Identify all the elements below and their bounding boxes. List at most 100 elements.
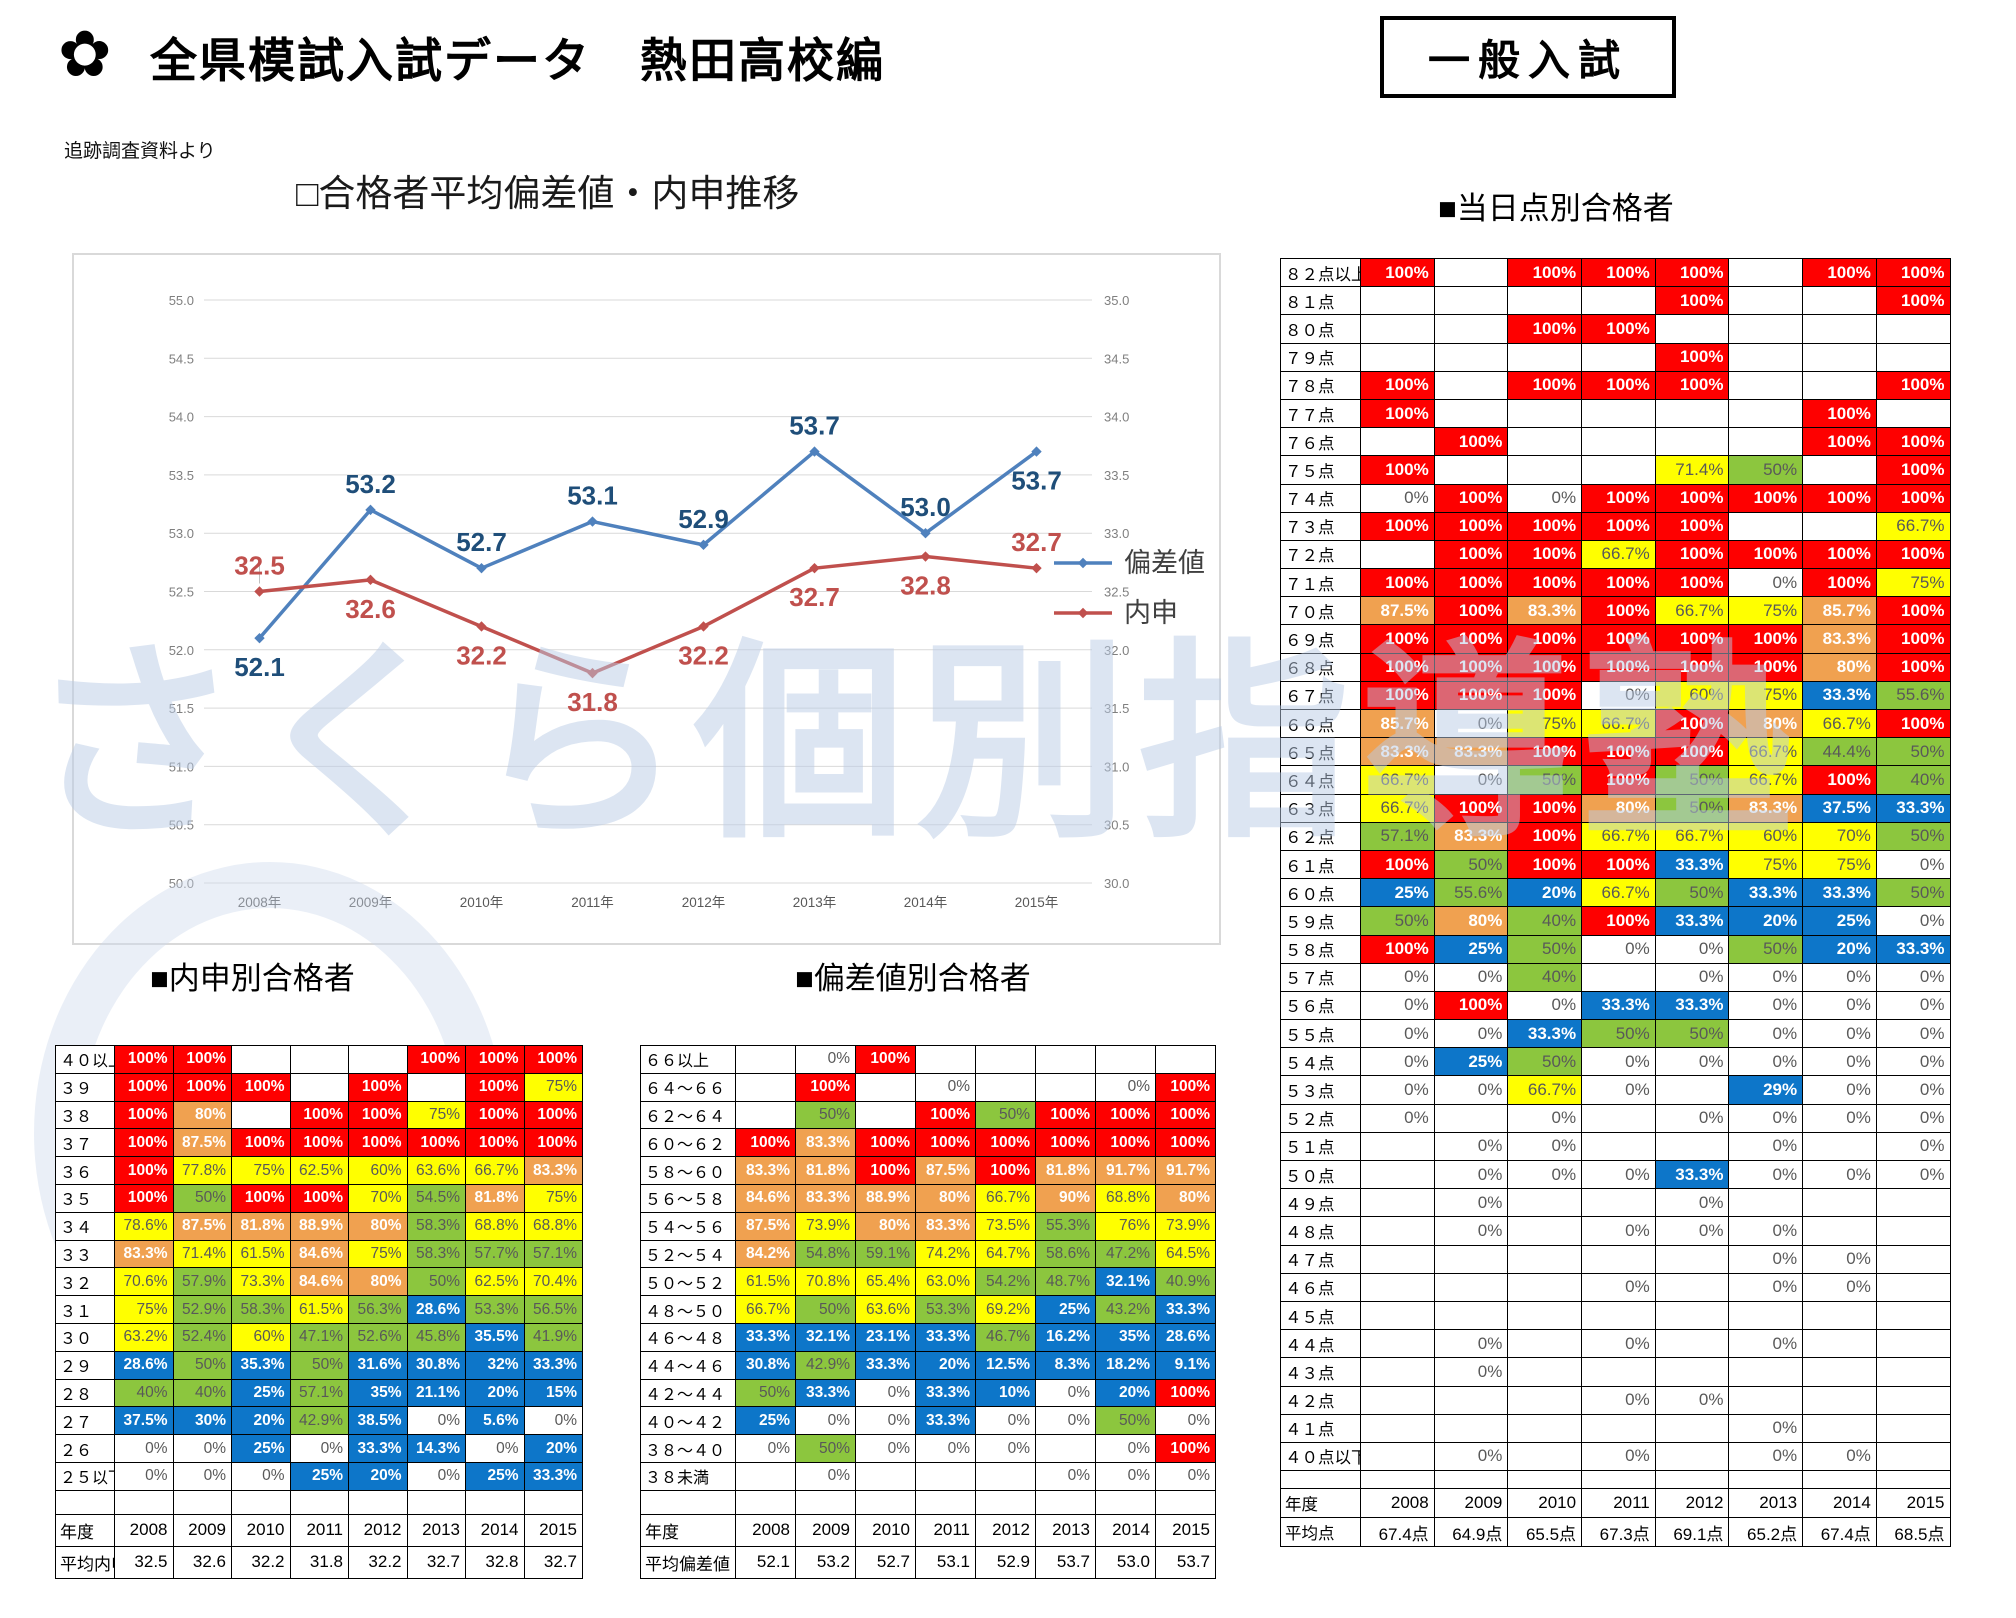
rate-cell: 61.5% bbox=[735, 1267, 796, 1297]
rate-cell: 57.1% bbox=[289, 1378, 349, 1408]
rate-cell: 100% bbox=[1581, 596, 1656, 626]
row-label: ５０点 bbox=[1280, 1159, 1361, 1190]
svg-text:32.5: 32.5 bbox=[1104, 585, 1129, 600]
rate-cell: 28.6% bbox=[406, 1295, 466, 1324]
rate-cell: 100% bbox=[1507, 624, 1583, 654]
rate-cell: 30.8% bbox=[406, 1350, 466, 1380]
table-row: ８０点 100% 100% bbox=[1280, 314, 1951, 344]
rate-cell bbox=[1507, 427, 1583, 457]
rate-cell: 0% bbox=[1581, 1441, 1656, 1472]
svg-text:54.0: 54.0 bbox=[169, 410, 194, 425]
rate-cell: 33.3% bbox=[1802, 680, 1877, 711]
rate-cell bbox=[1875, 1272, 1951, 1302]
svg-text:32.2: 32.2 bbox=[456, 640, 507, 670]
rate-cell: 0% bbox=[1802, 962, 1877, 992]
rate-cell: 84.2% bbox=[735, 1239, 796, 1269]
rate-cell: 0% bbox=[1035, 1378, 1096, 1408]
svg-text:53.7: 53.7 bbox=[789, 411, 840, 441]
rate-cell: 0% bbox=[1433, 1159, 1509, 1190]
row-label: ８２点以上 bbox=[1280, 257, 1361, 288]
rate-cell: 0% bbox=[1433, 1329, 1509, 1359]
rate-cell: 25% bbox=[735, 1406, 796, 1436]
rate-cell: 100% bbox=[1581, 765, 1656, 795]
rate-cell bbox=[1360, 342, 1435, 372]
svg-text:2010年: 2010年 bbox=[460, 895, 504, 910]
rate-cell bbox=[855, 1461, 916, 1491]
rate-cell: 0% bbox=[1507, 1159, 1583, 1190]
rate-cell: 60% bbox=[1654, 680, 1730, 711]
rate-cell: 73.9% bbox=[1155, 1211, 1216, 1241]
rate-cell: 100% bbox=[114, 1156, 174, 1185]
rate-cell: 60% bbox=[231, 1322, 291, 1352]
rate-cell: 100% bbox=[231, 1183, 291, 1213]
rate-cell: 100% bbox=[1360, 680, 1435, 711]
rate-cell: 35% bbox=[1095, 1322, 1156, 1352]
rate-cell: 63.0% bbox=[915, 1267, 976, 1297]
table-row: ４１点 0% bbox=[1280, 1413, 1951, 1443]
rate-cell: 31.6% bbox=[348, 1350, 408, 1380]
rate-cell bbox=[1507, 1244, 1583, 1274]
row-label: ７９点 bbox=[1280, 342, 1361, 372]
row-label: ４４～４６ bbox=[640, 1350, 736, 1380]
rate-cell: 0% bbox=[1654, 1385, 1730, 1415]
rate-cell: 100% bbox=[1433, 652, 1509, 682]
rate-cell bbox=[231, 1100, 291, 1130]
rate-cell: 100% bbox=[1802, 483, 1877, 513]
rate-cell: 75% bbox=[406, 1100, 466, 1130]
rate-cell: 20% bbox=[1095, 1378, 1156, 1408]
rate-cell: 73.3% bbox=[231, 1267, 291, 1297]
rate-cell: 66.7% bbox=[1802, 708, 1877, 739]
rate-cell: 33.3% bbox=[1875, 793, 1951, 823]
rate-cell: 0% bbox=[1875, 1103, 1951, 1133]
rate-cell: 50% bbox=[1360, 906, 1435, 936]
average-cell: 65.2点 bbox=[1728, 1517, 1804, 1548]
page-title: 全県模試入試データ 熱田高校編 bbox=[150, 34, 885, 87]
rate-cell: 75% bbox=[114, 1295, 174, 1324]
rate-cell bbox=[735, 1045, 796, 1074]
rate-cell bbox=[1875, 1216, 1951, 1246]
rate-cell: 0% bbox=[465, 1434, 525, 1463]
rate-cell: 0% bbox=[1360, 1019, 1435, 1049]
rate-cell: 100% bbox=[523, 1128, 583, 1158]
rate-cell: 33.3% bbox=[1507, 1019, 1583, 1049]
sakura-icon: ✿ bbox=[58, 18, 112, 90]
rate-cell: 91.7% bbox=[1095, 1156, 1156, 1185]
years-label: 年度 bbox=[640, 1513, 736, 1547]
table-row: ８１点 100% 100% bbox=[1280, 286, 1951, 316]
rate-cell: 57.1% bbox=[1360, 821, 1435, 851]
year-cell: 2011 bbox=[915, 1513, 976, 1547]
rate-cell: 70% bbox=[1802, 821, 1877, 851]
average-cell: 32.2 bbox=[231, 1545, 291, 1579]
rate-cell: 12.5% bbox=[975, 1350, 1036, 1380]
table-row: ３６ 100% 77.8% 75% 62.5% 60% 63.6% 66.7% 83.3% bbox=[55, 1156, 583, 1185]
rate-cell bbox=[1360, 1357, 1435, 1387]
rate-cell: 68.8% bbox=[465, 1211, 525, 1241]
rate-cell: 53.3% bbox=[465, 1295, 525, 1324]
rate-cell: 30.8% bbox=[735, 1350, 796, 1380]
rate-cell: 100% bbox=[1035, 1128, 1096, 1158]
rate-cell: 33.3% bbox=[1654, 906, 1730, 936]
rate-cell bbox=[1728, 1188, 1804, 1218]
average-cell: 65.5点 bbox=[1507, 1517, 1583, 1548]
rate-cell bbox=[1728, 370, 1804, 400]
average-cell: 68.5点 bbox=[1875, 1517, 1951, 1548]
rate-cell bbox=[1654, 1131, 1730, 1162]
rate-cell: 83.3% bbox=[523, 1156, 583, 1185]
average-cell: 69.1点 bbox=[1654, 1517, 1730, 1548]
year-cell: 2010 bbox=[855, 1513, 916, 1547]
rate-cell bbox=[855, 1100, 916, 1130]
years-row: 年度 2008 2009 2010 2011 2012 2013 2014 2015 bbox=[55, 1513, 583, 1547]
rate-cell: 100% bbox=[289, 1100, 349, 1130]
rate-cell bbox=[1581, 1300, 1656, 1331]
rate-cell bbox=[1433, 1385, 1509, 1415]
table-row: ５７点 0% 0% 40% 0% 0% 0% 0% bbox=[1280, 962, 1951, 992]
rate-cell bbox=[1433, 257, 1509, 288]
rate-cell: 100% bbox=[975, 1128, 1036, 1158]
rate-cell: 0% bbox=[1360, 483, 1435, 513]
rate-cell: 75% bbox=[1728, 596, 1804, 626]
rate-cell: 100% bbox=[855, 1156, 916, 1185]
svg-text:32.6: 32.6 bbox=[345, 594, 396, 624]
rate-cell: 100% bbox=[1433, 483, 1509, 513]
rate-cell bbox=[1802, 314, 1877, 344]
rate-cell: 0% bbox=[1360, 1075, 1435, 1105]
